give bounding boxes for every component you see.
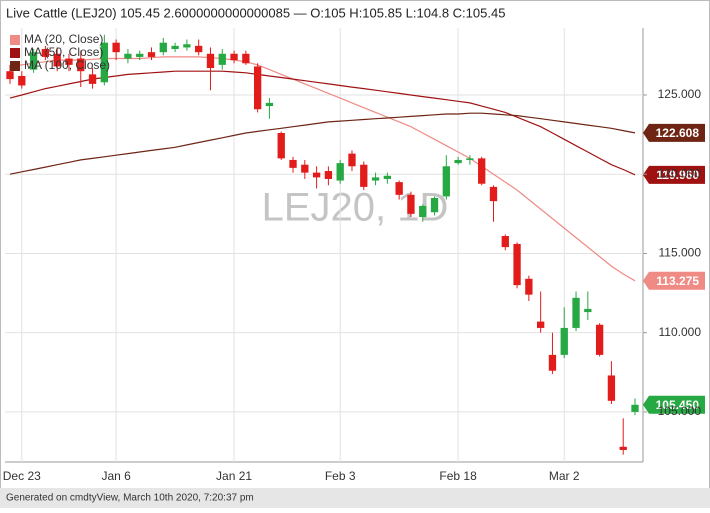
candle-body [195,45,203,53]
candle-body [242,53,250,64]
candle-body [525,278,533,295]
price-badge [643,395,705,414]
candle-body [595,324,604,355]
candle-body [6,71,14,80]
candle-body [360,164,368,187]
candle-body [41,49,50,57]
candle-body [301,164,309,173]
candle-body [312,172,321,178]
candle-body [537,321,545,328]
candle-body [277,133,285,159]
candle-body [147,52,156,57]
y-tick-label: 115.000 [659,246,702,260]
price-badge-label: 119.960 [656,168,699,182]
candle-body [407,194,415,214]
candle-body [631,404,639,412]
candle-body [430,197,439,213]
y-tick-label: 110.000 [659,325,702,339]
candle-body [489,186,498,202]
legend-swatch [10,35,20,45]
candle-body [466,158,474,160]
candle-body [442,166,450,197]
candle-body [230,53,238,61]
candle-body [395,182,403,195]
footer-bar [0,488,710,508]
candle-body [53,53,61,67]
price-badge-label: 105.450 [656,398,700,412]
y-tick-label: 125.000 [658,87,702,101]
chart-title: Live Cattle (LEJ20) 105.45 2.60000000000… [6,5,505,20]
candle-body [548,354,557,371]
candle-body [77,58,85,72]
candle-body [183,44,191,48]
candle-body [136,53,144,57]
candle-body [371,177,380,181]
price-badge-label: 122.608 [656,126,700,140]
candle-body [159,42,167,53]
x-tick-label: Feb 18 [439,469,477,483]
candle-body [572,297,580,328]
candle-body [419,205,427,217]
legend-label: MA (50, Close) [24,45,103,59]
price-badge [643,123,705,142]
candle-body [112,42,120,53]
candle-body [501,236,509,248]
x-tick-label: Dec 23 [3,469,41,483]
candle-body [560,327,568,355]
ma-line [9,56,636,282]
candle-body [289,159,297,168]
candle-body [171,45,179,50]
candle-body [265,102,274,107]
x-tick-label: Jan 21 [216,469,252,483]
candle-body [29,52,38,70]
price-badge [643,165,705,184]
candle-body [253,66,262,110]
x-tick-label: Mar 2 [549,469,580,483]
candle-body [454,159,462,164]
candle-body [478,158,486,184]
candle-body [619,446,627,450]
plot-area [5,28,643,462]
legend-swatch [10,48,20,58]
legend-label: MA (20, Close) [24,32,103,46]
x-tick-label: Feb 3 [325,469,356,483]
y-tick-label: 120.000 [658,166,702,180]
ma-line [9,70,636,176]
watermark: LEJ20, 1D [262,186,449,230]
candle-body [607,375,616,401]
candle-body [100,42,108,83]
candle-body [324,171,333,179]
candle-body [348,153,356,167]
candle-body [65,58,73,65]
candle-body [124,53,132,59]
candle-body [88,74,97,84]
candle-body [383,175,392,179]
candle-body [513,243,521,286]
x-tick-label: Jan 6 [101,469,131,483]
ma-line [9,112,636,175]
legend-swatch [10,61,20,71]
y-tick-label: 105.000 [658,404,702,418]
overlay: MA (20, Close)MA (50, Close)MA (100, Clo… [10,32,705,414]
candle-body [206,53,215,69]
price-badge-label: 113.275 [656,274,699,288]
footer: Generated on cmdtyView, March 10th 2020,… [6,493,254,504]
candle-body [18,75,26,86]
candle-body [584,308,592,313]
legend-label: MA (100, Close) [24,58,110,72]
candle-body [218,53,226,65]
candle-body [336,163,344,181]
price-badge [643,271,705,290]
